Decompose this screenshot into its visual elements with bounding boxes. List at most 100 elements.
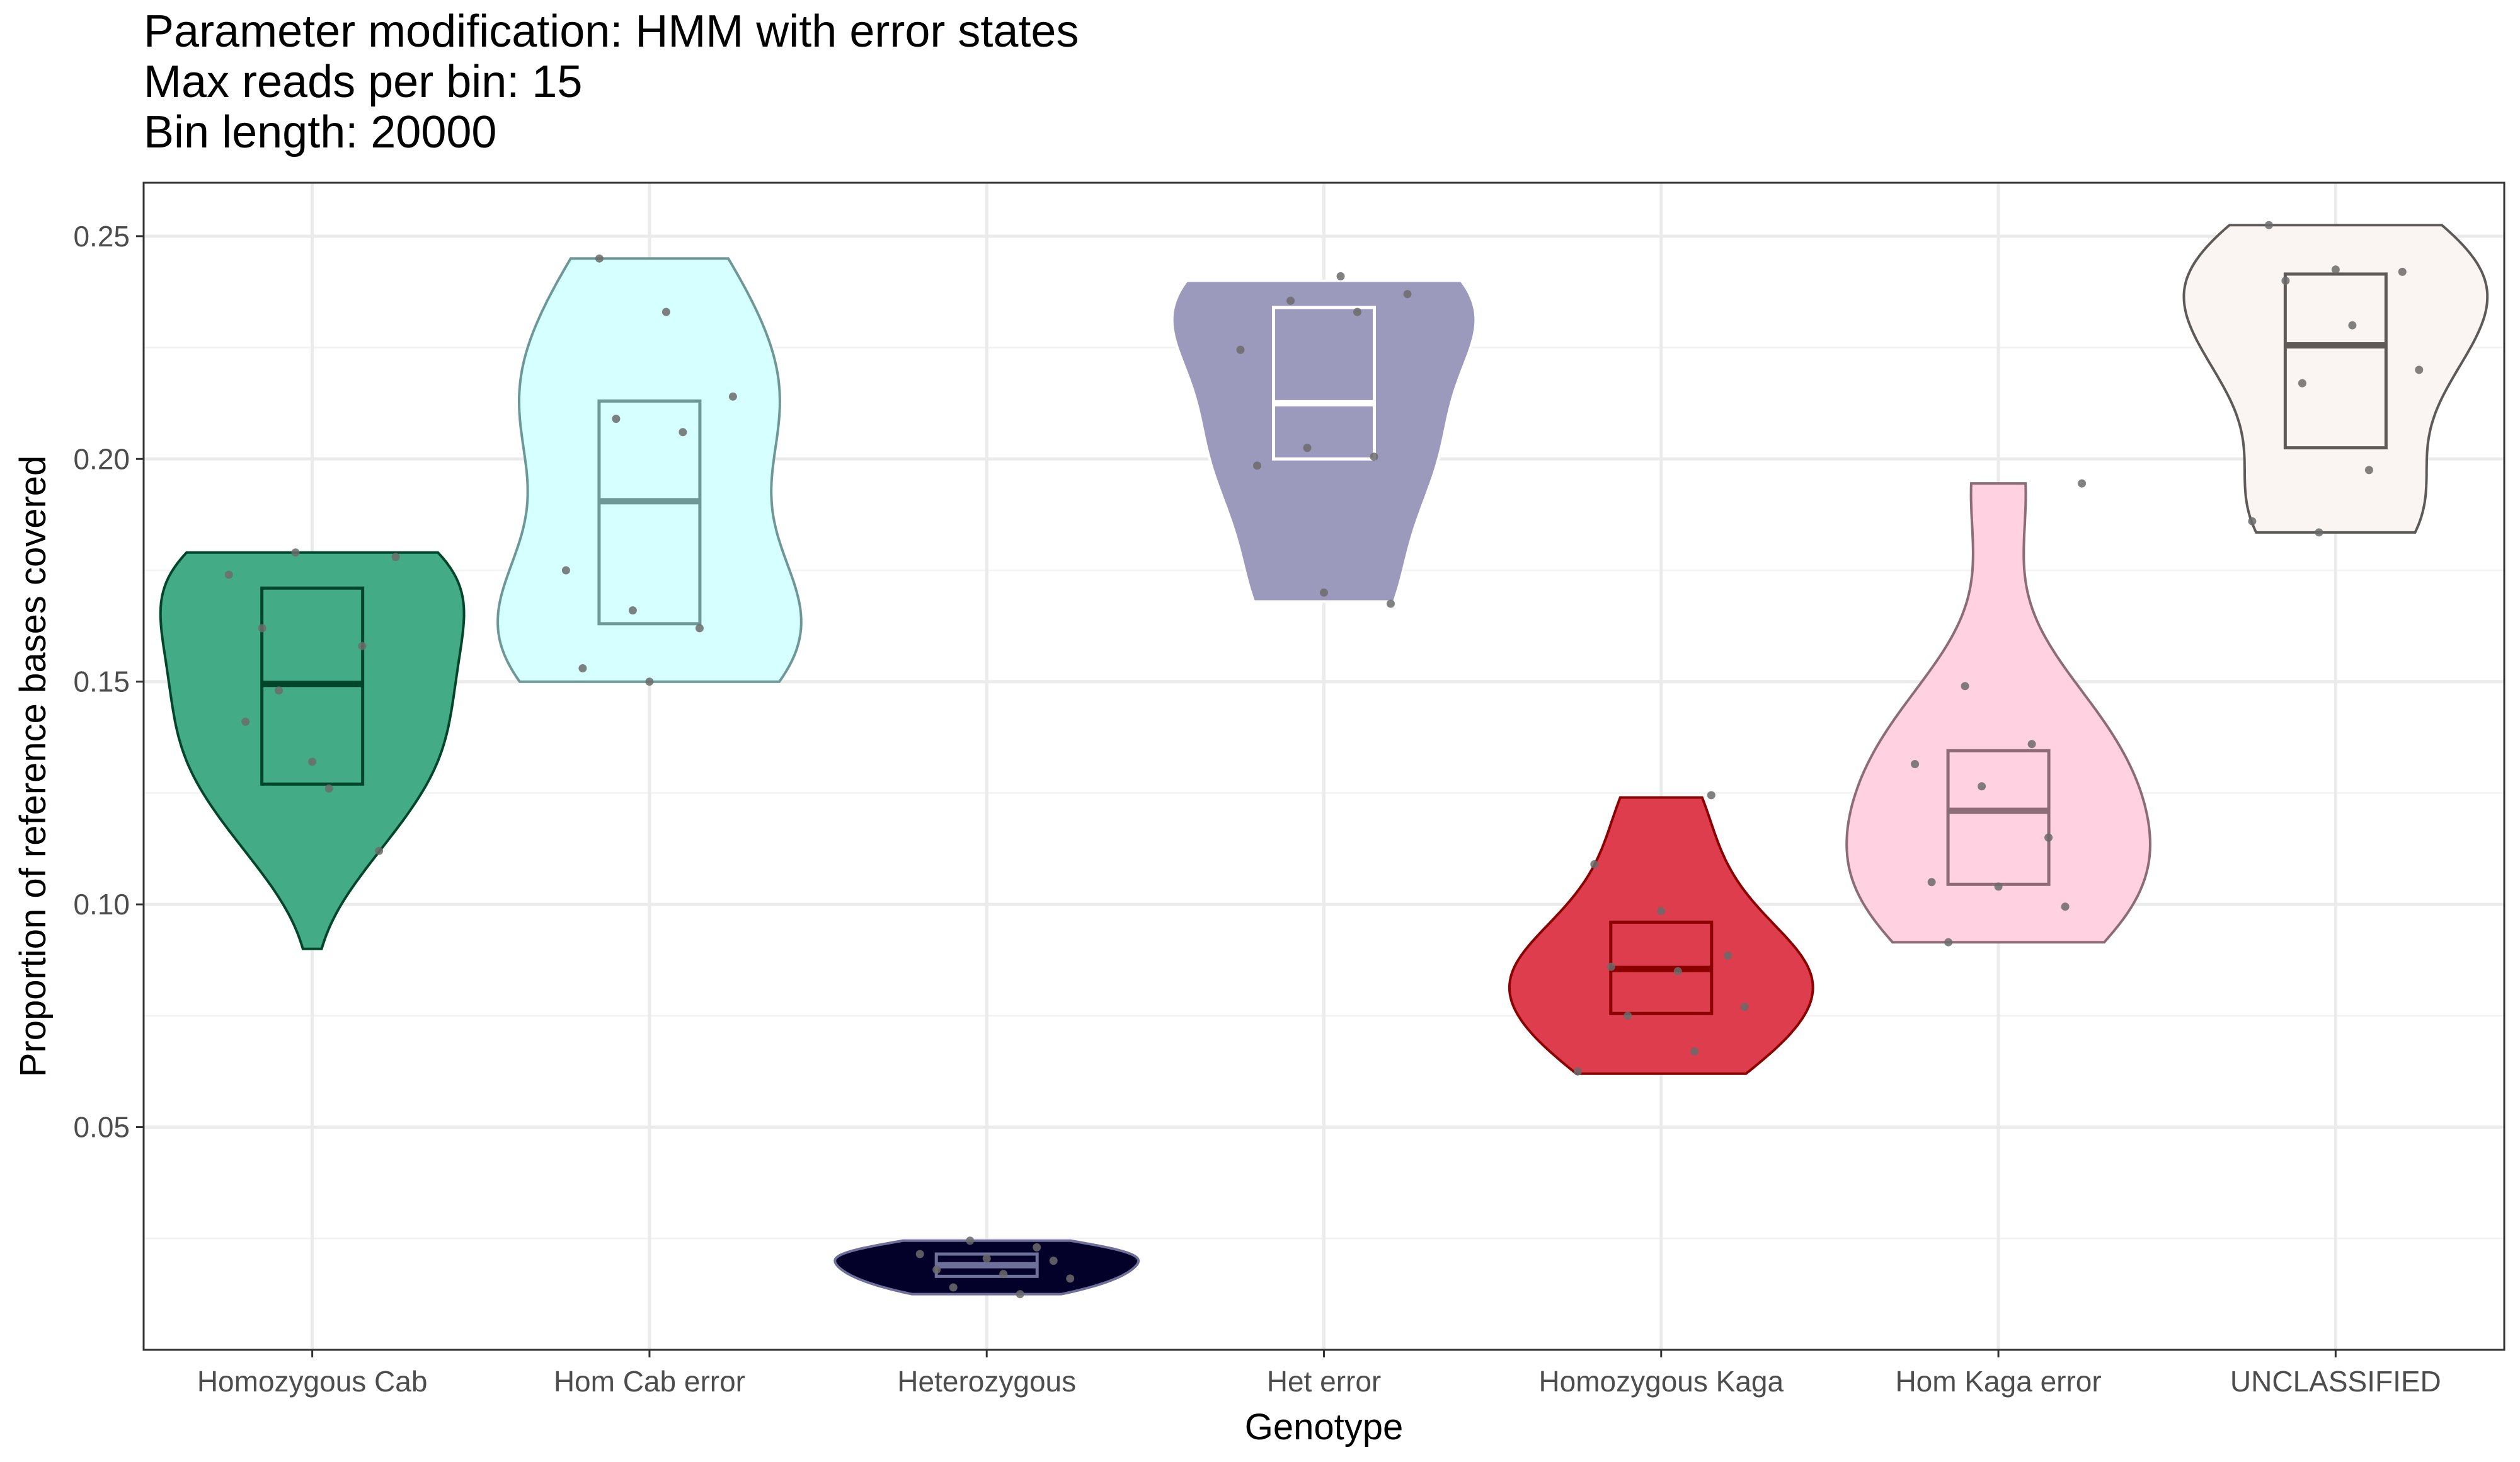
data-point (999, 1270, 1008, 1279)
data-point (391, 553, 400, 561)
y-tick-label: 0.20 (73, 442, 130, 475)
data-point (966, 1236, 975, 1245)
data-point (1740, 1003, 1749, 1011)
data-point (2398, 267, 2407, 276)
data-point (308, 757, 317, 766)
data-point (2061, 902, 2070, 911)
data-point (275, 686, 284, 695)
data-point (2415, 366, 2424, 374)
y-axis-title: Proportion of reference bases covered (13, 456, 54, 1078)
y-tick-label: 0.05 (73, 1111, 130, 1144)
x-tick-label: Hom Kaga error (1895, 1365, 2101, 1398)
data-point (949, 1283, 958, 1292)
data-point (358, 642, 367, 650)
data-point (1590, 860, 1599, 868)
x-tick-label: Homozygous Kaga (1538, 1365, 1784, 1398)
data-point (375, 846, 384, 855)
data-point (1961, 682, 1969, 691)
violin-group-hom-cab-error (496, 254, 803, 686)
data-point (1911, 760, 1920, 768)
violin-hom-kaga-error (1845, 482, 2152, 944)
violin-group-homozygous-kaga (1508, 791, 1814, 1076)
marks-layer (159, 221, 2489, 1299)
data-point (1066, 1274, 1075, 1283)
data-point (695, 624, 704, 633)
data-point (1403, 290, 1412, 299)
data-point (595, 254, 604, 263)
data-point (915, 1250, 924, 1258)
x-tick-label: Hom Cab error (554, 1365, 745, 1398)
violin-group-hom-kaga-error (1845, 479, 2152, 947)
box-hom-kaga-error (1946, 749, 2051, 886)
data-point (628, 606, 637, 615)
data-point (1336, 272, 1345, 280)
data-point (1624, 1011, 1632, 1020)
data-point (224, 570, 233, 579)
data-point (1387, 599, 1395, 608)
data-point (662, 308, 670, 316)
data-point (679, 428, 687, 437)
data-point (561, 566, 570, 575)
data-point (1320, 588, 1328, 597)
data-point (2364, 466, 2373, 475)
data-point (258, 624, 266, 633)
data-point (2281, 277, 2290, 285)
data-point (1690, 1047, 1699, 1056)
x-tick-label: Het error (1267, 1365, 1381, 1398)
box-hom-cab-error (597, 399, 702, 626)
data-point (2044, 833, 2053, 842)
axes-layer: 0.05 0.10 0.15 0.20 0.25 Homozygous Cab Hom Ca… (73, 181, 2506, 1398)
data-point (612, 415, 621, 423)
data-point (2315, 528, 2323, 537)
data-point (1978, 782, 1986, 791)
data-point (1303, 444, 1312, 452)
data-point (1657, 907, 1666, 916)
y-tick-label: 0.25 (73, 220, 130, 253)
data-point (1236, 345, 1245, 354)
data-point (645, 677, 654, 686)
data-point (2027, 740, 2036, 749)
data-point (728, 392, 737, 401)
data-point (241, 717, 250, 726)
data-point (1606, 962, 1615, 971)
violin-group-homozygous-cab (159, 548, 466, 950)
data-point (2348, 321, 2357, 330)
violin-group-unclassified (2182, 221, 2489, 537)
y-tick-label: 0.15 (73, 665, 130, 698)
data-point (1286, 296, 1295, 305)
data-point (1253, 461, 1261, 470)
data-point (1573, 1067, 1582, 1076)
x-axis-title: Genotype (1245, 1407, 1404, 1448)
x-tick-label: Homozygous Cab (197, 1365, 428, 1398)
title-line-1: Parameter modification: HMM with error s… (144, 6, 1079, 57)
data-point (1944, 938, 1953, 947)
data-point (1370, 452, 1378, 461)
data-point (932, 1265, 941, 1274)
data-point (291, 548, 300, 557)
data-point (324, 784, 333, 793)
data-point (2078, 479, 2087, 488)
data-point (1724, 951, 1732, 960)
x-tick-label: Heterozygous (897, 1365, 1076, 1398)
data-point (1673, 967, 1682, 976)
data-point (1353, 308, 1361, 316)
title-line-3: Bin length: 20000 (144, 107, 497, 158)
box-unclassified (2283, 272, 2388, 450)
data-point (1049, 1257, 1058, 1265)
data-point (2331, 265, 2340, 274)
y-tick-label: 0.10 (73, 888, 130, 921)
violin-group-het-error (1171, 272, 1477, 608)
data-point (982, 1254, 991, 1263)
data-point (1033, 1243, 1041, 1252)
data-point (1707, 791, 1715, 800)
box-het-error (1272, 306, 1376, 461)
data-point (1927, 878, 1936, 887)
data-point (1016, 1290, 1024, 1299)
title-line-2: Max reads per bin: 15 (144, 57, 583, 107)
violin-group-heterozygous (833, 1236, 1140, 1299)
data-point (2264, 221, 2273, 229)
chart-title: Parameter modification: HMM with error s… (144, 6, 1079, 158)
data-point (2298, 379, 2306, 388)
data-point (1994, 882, 2003, 891)
